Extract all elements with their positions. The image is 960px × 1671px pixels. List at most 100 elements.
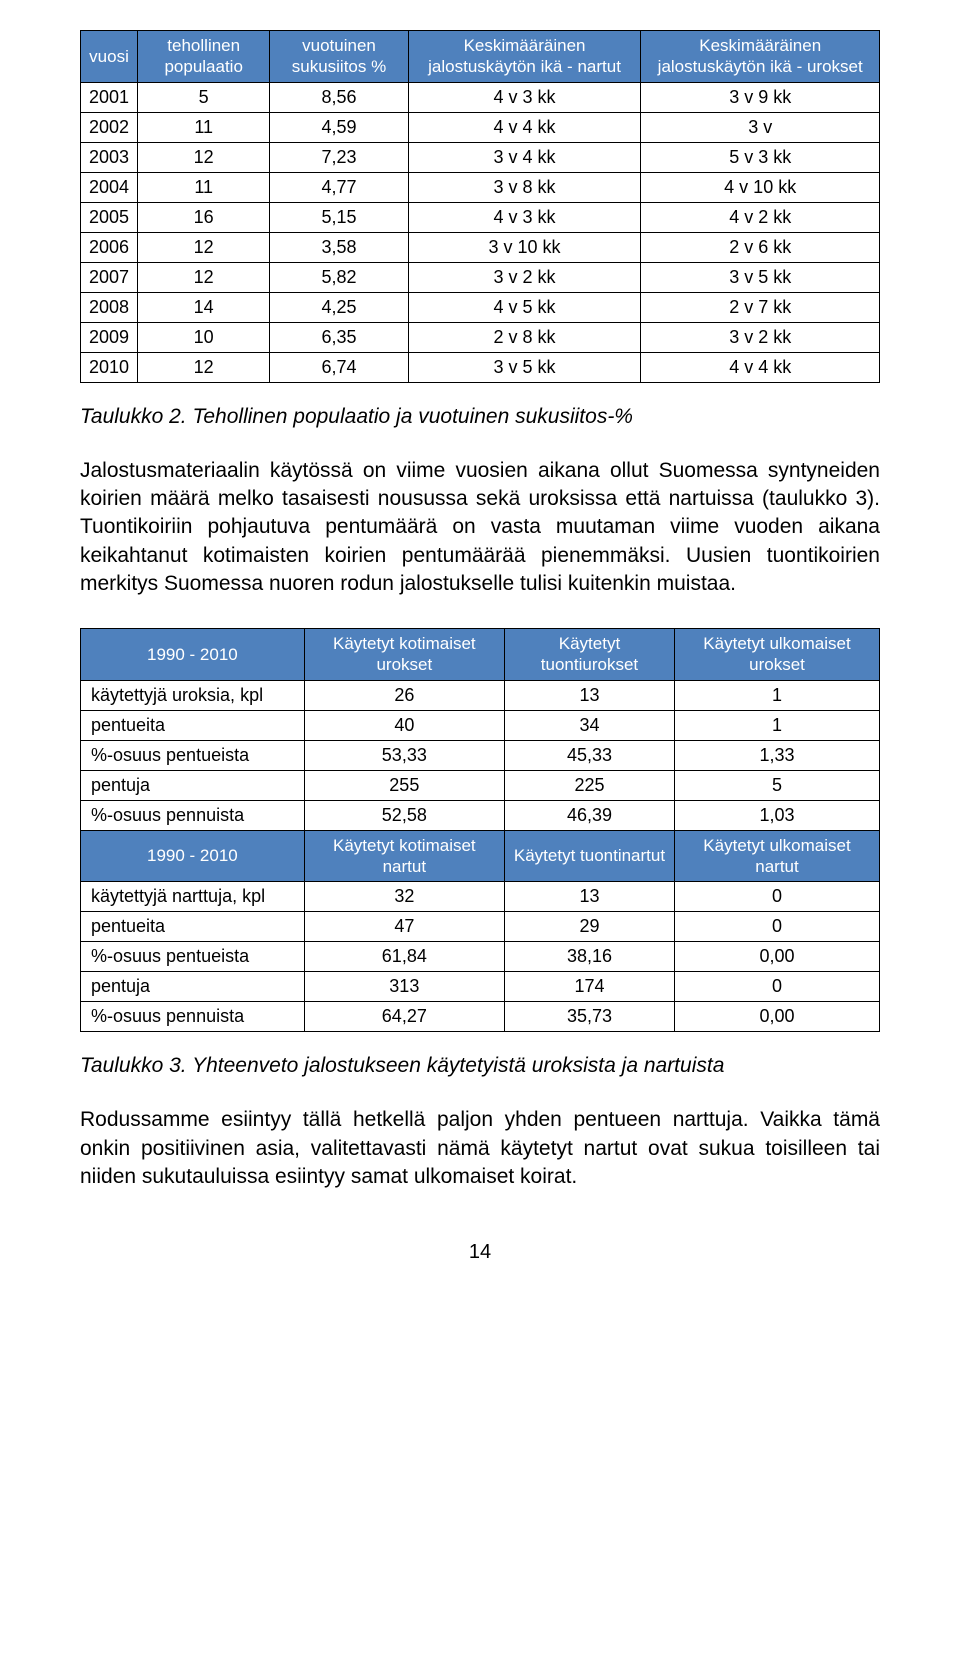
page-number: 14	[80, 1241, 880, 1264]
table-cell: 11	[138, 172, 270, 202]
document-page: vuosi tehollinen populaatio vuotuinen su…	[0, 0, 960, 1304]
table-cell: 35,73	[504, 1002, 674, 1032]
table-cell: 2006	[81, 232, 138, 262]
table-cell: pentuja	[81, 972, 305, 1002]
table-row: pentueita40341	[81, 710, 880, 740]
table-cell: 34	[504, 710, 674, 740]
table-cell: 40	[304, 710, 504, 740]
table-cell: 3 v	[641, 112, 880, 142]
table-row: pentueita47290	[81, 912, 880, 942]
table-cell: 32	[304, 882, 504, 912]
table-cell: 53,33	[304, 740, 504, 770]
table-cell: 255	[304, 770, 504, 800]
table-cell: 0,00	[675, 942, 880, 972]
table-cell: 2004	[81, 172, 138, 202]
table-row: pentuja2552255	[81, 770, 880, 800]
table-cell: 6,74	[270, 352, 408, 382]
col-kot-nartut: Käytetyt kotimaiset nartut	[304, 830, 504, 882]
table-row: 2009106,352 v 8 kk3 v 2 kk	[81, 322, 880, 352]
table-row: 2006123,583 v 10 kk2 v 6 kk	[81, 232, 880, 262]
table-cell: 7,23	[270, 142, 408, 172]
table-cell: 3 v 5 kk	[408, 352, 641, 382]
table-row: 2010126,743 v 5 kk4 v 4 kk	[81, 352, 880, 382]
table-cell: 2 v 8 kk	[408, 322, 641, 352]
table-cell: 0,00	[675, 1002, 880, 1032]
table-cell: pentuja	[81, 770, 305, 800]
table-cell: 26	[304, 680, 504, 710]
table-cell: 2010	[81, 352, 138, 382]
table-row: 2003127,233 v 4 kk5 v 3 kk	[81, 142, 880, 172]
table-cell: 12	[138, 142, 270, 172]
table-cell: 1,33	[675, 740, 880, 770]
col-tuonti-nartut: Käytetyt tuontinartut	[504, 830, 674, 882]
table-cell: pentueita	[81, 710, 305, 740]
table-cell: 4 v 3 kk	[408, 202, 641, 232]
table-cell: 13	[504, 680, 674, 710]
table-cell: 16	[138, 202, 270, 232]
table-cell: 2009	[81, 322, 138, 352]
col-tehollinen: tehollinen populaatio	[138, 31, 270, 83]
table-row: 200158,564 v 3 kk3 v 9 kk	[81, 82, 880, 112]
table-cell: %-osuus pennuista	[81, 1002, 305, 1032]
table-row: %-osuus pennuista64,2735,730,00	[81, 1002, 880, 1032]
table-cell: 0	[675, 912, 880, 942]
table-cell: 46,39	[504, 800, 674, 830]
table-cell: 2 v 6 kk	[641, 232, 880, 262]
table-population: vuosi tehollinen populaatio vuotuinen su…	[80, 30, 880, 383]
col-ulko-nartut: Käytetyt ulkomaiset nartut	[675, 830, 880, 882]
table-cell: 45,33	[504, 740, 674, 770]
col-ulko-urokset: Käytetyt ulkomaiset urokset	[675, 629, 880, 681]
table-cell: 12	[138, 232, 270, 262]
table-cell: 4,25	[270, 292, 408, 322]
table-cell: %-osuus pentueista	[81, 740, 305, 770]
table-cell: 4 v 5 kk	[408, 292, 641, 322]
table-cell: 13	[504, 882, 674, 912]
table-cell: %-osuus pennuista	[81, 800, 305, 830]
table-cell: 12	[138, 262, 270, 292]
table-cell: 3 v 10 kk	[408, 232, 641, 262]
table-cell: 5	[138, 82, 270, 112]
table-cell: %-osuus pentueista	[81, 942, 305, 972]
table-cell: 3 v 5 kk	[641, 262, 880, 292]
table-cell: 4 v 3 kk	[408, 82, 641, 112]
table-row: käytettyjä uroksia, kpl26131	[81, 680, 880, 710]
table-cell: 10	[138, 322, 270, 352]
table-cell: 4 v 4 kk	[641, 352, 880, 382]
table-cell: 14	[138, 292, 270, 322]
table-row: 2004114,773 v 8 kk4 v 10 kk	[81, 172, 880, 202]
table-cell: 2002	[81, 112, 138, 142]
table-row: pentuja3131740	[81, 972, 880, 1002]
table-cell: 5,82	[270, 262, 408, 292]
table-cell: 3 v 2 kk	[408, 262, 641, 292]
table-cell: 2 v 7 kk	[641, 292, 880, 322]
table-row: %-osuus pentueista53,3345,331,33	[81, 740, 880, 770]
table-cell: 4 v 2 kk	[641, 202, 880, 232]
table-cell: 2005	[81, 202, 138, 232]
table-header-row: vuosi tehollinen populaatio vuotuinen su…	[81, 31, 880, 83]
table-cell: käytettyjä narttuja, kpl	[81, 882, 305, 912]
table-cell: 3 v 4 kk	[408, 142, 641, 172]
table-row: 2002114,594 v 4 kk3 v	[81, 112, 880, 142]
table-cell: 29	[504, 912, 674, 942]
table-row: %-osuus pentueista61,8438,160,00	[81, 942, 880, 972]
col-nartut: Keskimääräinen jalostuskäytön ikä - nart…	[408, 31, 641, 83]
col-kot-urokset: Käytetyt kotimaiset urokset	[304, 629, 504, 681]
table2-header-row-2: 1990 - 2010 Käytetyt kotimaiset nartut K…	[81, 830, 880, 882]
table-row: 2007125,823 v 2 kk3 v 5 kk	[81, 262, 880, 292]
table-cell: 2007	[81, 262, 138, 292]
table-cell: 313	[304, 972, 504, 1002]
table-cell: 12	[138, 352, 270, 382]
table-cell: 47	[304, 912, 504, 942]
table-cell: 225	[504, 770, 674, 800]
table-cell: 5,15	[270, 202, 408, 232]
table-cell: 4 v 10 kk	[641, 172, 880, 202]
col-urokset: Keskimääräinen jalostuskäytön ikä - urok…	[641, 31, 880, 83]
table2-header-row-1: 1990 - 2010 Käytetyt kotimaiset urokset …	[81, 629, 880, 681]
table-cell: 11	[138, 112, 270, 142]
table1-caption: Taulukko 2. Tehollinen populaatio ja vuo…	[80, 405, 880, 429]
table-cell: 1,03	[675, 800, 880, 830]
table-cell: 6,35	[270, 322, 408, 352]
col-tuonti-urokset: Käytetyt tuontiurokset	[504, 629, 674, 681]
table-cell: 3 v 8 kk	[408, 172, 641, 202]
table-cell: 1	[675, 710, 880, 740]
